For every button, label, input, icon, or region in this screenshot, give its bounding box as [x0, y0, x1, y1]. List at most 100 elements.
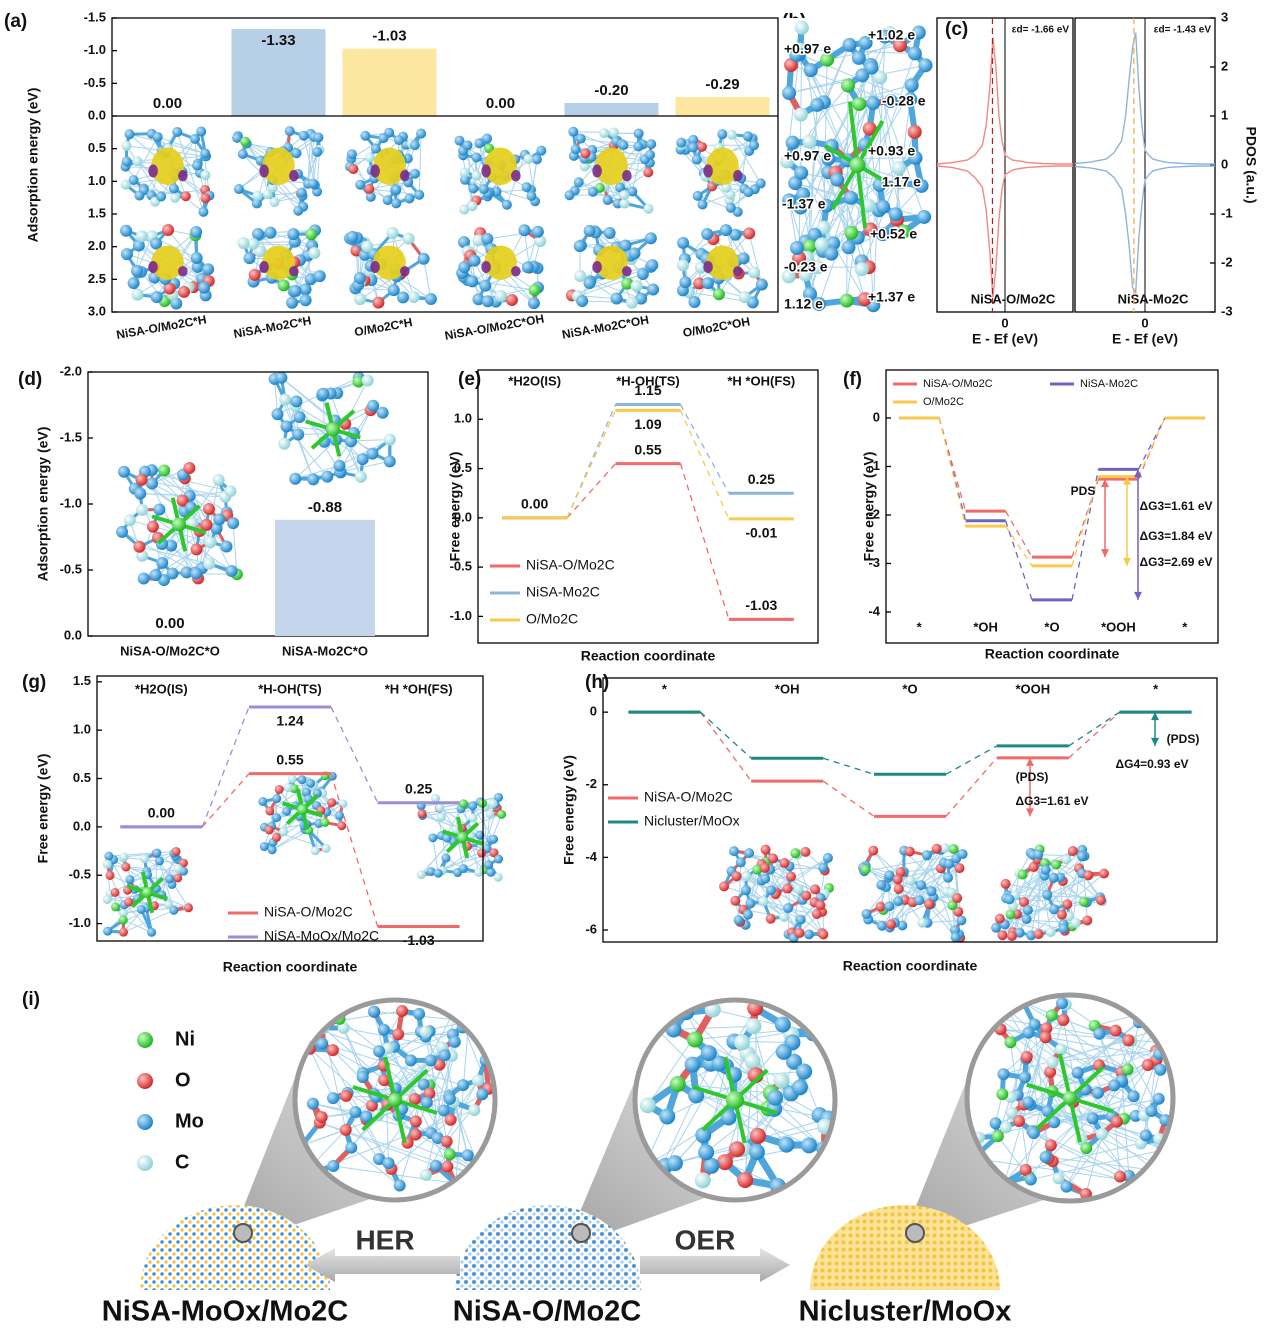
thin-bond — [350, 1147, 400, 1186]
atom — [367, 1005, 380, 1018]
atom — [700, 1045, 717, 1062]
structure-image — [563, 224, 660, 310]
legend-label: C — [175, 1151, 189, 1173]
structure-image — [563, 124, 660, 218]
atom — [125, 874, 135, 884]
atom — [110, 887, 120, 897]
atom — [786, 871, 797, 882]
thin-bond — [1052, 1050, 1157, 1092]
ni-bond — [393, 1099, 407, 1144]
atom — [931, 843, 942, 854]
atom — [737, 1172, 754, 1189]
atom — [156, 556, 169, 569]
atom — [822, 852, 833, 863]
atom — [413, 1007, 426, 1020]
panel-label: (h) — [585, 672, 609, 693]
atom — [123, 514, 136, 527]
atom — [621, 277, 634, 290]
charge-density — [400, 170, 410, 182]
atom — [924, 899, 935, 910]
atom — [688, 296, 701, 309]
y-axis-label: Adsorption energy (eV) — [25, 88, 41, 243]
atom — [999, 1121, 1012, 1134]
atom — [918, 58, 933, 73]
atom — [921, 850, 932, 861]
atom — [1046, 1056, 1059, 1069]
charge-density — [511, 266, 521, 277]
x-axis-label: E - Ef (eV) — [972, 331, 1038, 347]
atom — [376, 406, 389, 419]
atom — [471, 170, 482, 181]
atom — [536, 145, 547, 156]
atom — [204, 536, 217, 549]
atom — [1139, 1129, 1152, 1142]
atom — [306, 778, 316, 788]
atom — [361, 240, 374, 253]
atom — [851, 50, 866, 65]
structure-image — [268, 367, 398, 492]
thin-bond — [391, 1119, 451, 1170]
atom — [773, 1072, 790, 1089]
y-tick-label: -3 — [1221, 303, 1233, 318]
value-label: -0.29 — [705, 76, 739, 93]
atom — [252, 228, 265, 241]
annotation: ΔG3=1.84 eV — [1139, 529, 1212, 543]
y-axis-label: Free energy (eV) — [447, 452, 463, 562]
atom — [370, 143, 381, 154]
atom — [482, 133, 493, 144]
atom — [779, 911, 790, 922]
x-category-label: *OOH — [1101, 619, 1136, 634]
atom — [392, 1028, 405, 1041]
atom — [289, 284, 302, 297]
value-label: 1.09 — [634, 416, 661, 432]
atom — [467, 201, 478, 212]
atom — [523, 153, 534, 164]
atom — [691, 154, 702, 165]
x-tick-label: NiSA-O/Mo2C*O — [120, 643, 220, 658]
structure-image — [852, 842, 972, 944]
thin-bond — [582, 300, 632, 304]
atom — [152, 848, 162, 858]
annotation: εd= -1.43 eV — [1154, 25, 1212, 36]
thin-bond — [467, 279, 535, 291]
atom — [1022, 1026, 1035, 1039]
atom — [862, 121, 877, 136]
panel-label: (e) — [458, 369, 481, 390]
atom — [730, 895, 741, 906]
atom — [885, 919, 896, 930]
atom — [950, 932, 961, 943]
atom — [703, 1157, 720, 1174]
y-tick-label: -1.0 — [450, 608, 472, 623]
atom — [803, 286, 818, 301]
atom — [233, 184, 244, 195]
atom — [121, 862, 131, 872]
structure-image — [119, 124, 216, 218]
thin-bond — [423, 258, 432, 300]
y-axis-label: PDOS (a.u.) — [1243, 126, 1259, 203]
atom — [583, 277, 596, 290]
value-label: 0.00 — [521, 496, 548, 512]
atom — [789, 48, 804, 63]
atom — [534, 235, 547, 248]
atom — [423, 1087, 436, 1100]
atom — [137, 572, 150, 585]
y-tick-label: -1.0 — [84, 42, 106, 57]
atom — [435, 803, 445, 813]
atom — [433, 868, 443, 878]
atom — [883, 94, 898, 109]
atom — [402, 232, 415, 245]
atom — [409, 168, 420, 179]
atom — [165, 874, 175, 884]
atom — [271, 832, 281, 842]
atom — [466, 275, 479, 288]
value-label: 0.25 — [405, 780, 432, 796]
charge-label: +0.97 e — [784, 148, 831, 164]
atom — [842, 37, 857, 52]
atom — [1113, 1170, 1126, 1183]
ni-atom — [1063, 1091, 1077, 1105]
charge-label: 1.12 e — [784, 296, 823, 312]
atom — [728, 846, 739, 857]
atom — [575, 133, 586, 144]
atom — [729, 228, 742, 241]
atom — [814, 237, 829, 252]
